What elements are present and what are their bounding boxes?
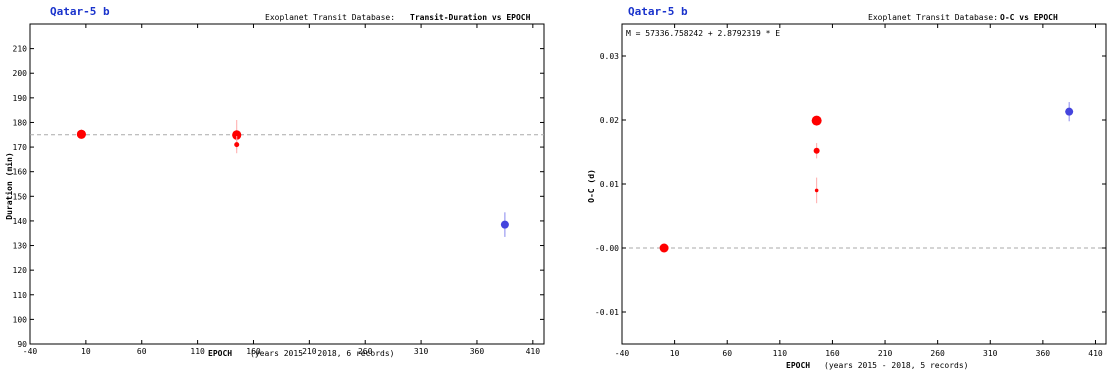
x-tick-label: 260 bbox=[358, 347, 373, 356]
y-tick-label: 0.03 bbox=[600, 52, 619, 61]
data-point bbox=[814, 188, 819, 193]
x-tick-label: 160 bbox=[825, 349, 840, 358]
y-tick-label: 90 bbox=[17, 340, 27, 349]
y-tick-label: 130 bbox=[13, 242, 28, 251]
data-point bbox=[811, 115, 822, 126]
x-tick-label: 410 bbox=[526, 347, 541, 356]
x-tick-label: 360 bbox=[470, 347, 485, 356]
plot-frame bbox=[621, 23, 1107, 345]
x-tick-label: 60 bbox=[137, 347, 147, 356]
x-tick-label: 410 bbox=[1088, 349, 1103, 358]
x-tick-label: 310 bbox=[983, 349, 998, 358]
x-tick-label: 60 bbox=[722, 349, 732, 358]
data-point bbox=[1065, 107, 1074, 116]
chart-header-prefix: Exoplanet Transit Database: bbox=[868, 13, 998, 22]
y-tick-label: 190 bbox=[13, 94, 28, 103]
y-tick-label: 0.01 bbox=[600, 180, 619, 189]
y-axis-label: O-C (d) bbox=[587, 169, 596, 203]
y-tick-label: 180 bbox=[13, 118, 28, 127]
data-point bbox=[813, 147, 820, 154]
x-tick-label: -40 bbox=[615, 349, 630, 358]
data-points bbox=[76, 120, 509, 237]
ephemeris-equation: M = 57336.758242 + 2.8792319 * E bbox=[626, 29, 780, 38]
oc-chart: Qatar-5 b Exoplanet Transit Database: O-… bbox=[587, 5, 1107, 370]
y-tick-label: 120 bbox=[13, 266, 28, 275]
duration-chart-panel: Qatar-5 b Exoplanet Transit Database: Tr… bbox=[4, 5, 545, 358]
x-tick-label: 210 bbox=[302, 347, 317, 356]
x-tick-label: -40 bbox=[23, 347, 38, 356]
y-tick-label: 210 bbox=[13, 45, 28, 54]
y-tick-label: -0.00 bbox=[595, 244, 619, 253]
plot-frame bbox=[29, 23, 545, 345]
chart-header-title: Transit-Duration vs EPOCH bbox=[410, 12, 531, 22]
y-tick-label: -0.01 bbox=[595, 308, 619, 317]
oc-chart-panel: Qatar-5 b Exoplanet Transit Database: O-… bbox=[584, 0, 1112, 374]
x-axis-sublabel: (years 2015 - 2018, 6 records) bbox=[250, 349, 395, 358]
y-tick-label: 200 bbox=[13, 69, 28, 78]
chart-title-planet: Qatar-5 b bbox=[628, 5, 688, 18]
x-axis-label: EPOCH bbox=[208, 349, 232, 358]
y-tick-label: 170 bbox=[13, 143, 28, 152]
data-point bbox=[234, 142, 240, 148]
x-tick-label: 260 bbox=[930, 349, 945, 358]
duration-chart: Qatar-5 b Exoplanet Transit Database: Tr… bbox=[4, 5, 545, 358]
axes: -40 10 60 110 160 210 260 310 360 410 90 100 110 120 1… bbox=[13, 24, 544, 356]
data-point bbox=[659, 243, 669, 253]
y-tick-label: 0.02 bbox=[600, 116, 619, 125]
y-tick-label: 100 bbox=[13, 315, 28, 324]
data-point bbox=[500, 220, 509, 229]
y-axis-label: Duration (min) bbox=[4, 152, 14, 219]
x-tick-label: 310 bbox=[414, 347, 429, 356]
x-tick-label: 210 bbox=[878, 349, 893, 358]
x-tick-label: 110 bbox=[773, 349, 788, 358]
chart-header-prefix: Exoplanet Transit Database: bbox=[265, 13, 395, 22]
x-tick-label: 160 bbox=[246, 347, 261, 356]
x-axis-label: EPOCH bbox=[786, 361, 810, 370]
data-points bbox=[659, 102, 1074, 253]
y-tick-label: 150 bbox=[13, 192, 28, 201]
x-tick-label: 10 bbox=[81, 347, 91, 356]
axes: -40 10 60 110 160 210 260 310 360 410 -0.01 -0.00 0.… bbox=[595, 24, 1106, 358]
x-tick-label: 110 bbox=[190, 347, 205, 356]
y-tick-label: 160 bbox=[13, 168, 28, 177]
data-point bbox=[76, 129, 86, 139]
x-axis-sublabel: (years 2015 - 2018, 5 records) bbox=[824, 361, 969, 370]
chart-title-planet: Qatar-5 b bbox=[50, 5, 110, 18]
y-tick-label: 140 bbox=[13, 217, 28, 226]
data-point bbox=[232, 130, 242, 140]
y-tick-label: 110 bbox=[13, 291, 28, 300]
x-tick-label: 360 bbox=[1036, 349, 1051, 358]
x-tick-label: 10 bbox=[670, 349, 680, 358]
chart-header-title: O-C vs EPOCH bbox=[1000, 13, 1058, 22]
